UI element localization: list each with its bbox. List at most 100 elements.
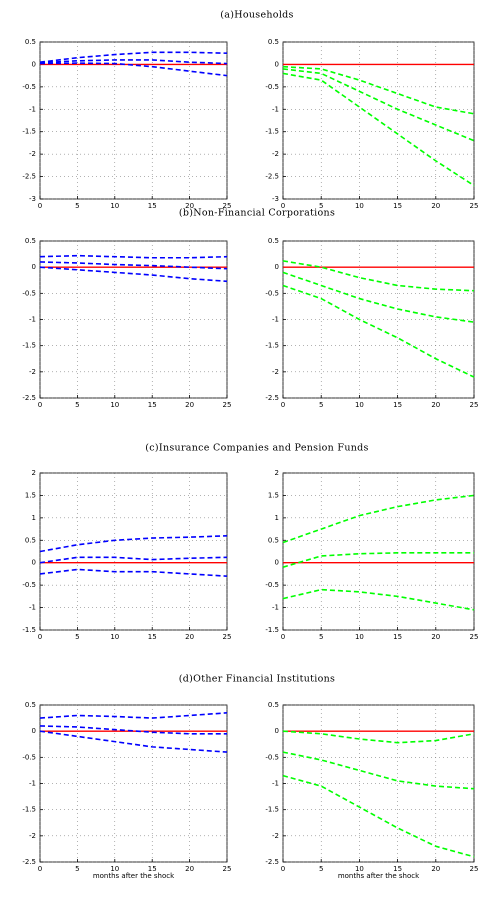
y-tick-label: -1 — [272, 105, 279, 113]
data-line — [39, 535, 228, 553]
x-axis-label: months after the shock — [338, 872, 420, 880]
x-tick-label: 25 — [470, 633, 479, 641]
x-tick-label: 0 — [38, 202, 42, 210]
y-tick-label: -3 — [29, 195, 36, 203]
y-tick-label: -0.5 — [265, 289, 279, 297]
x-tick-label: 5 — [75, 633, 79, 641]
x-tick-label: 25 — [223, 865, 232, 873]
y-tick-label: 0.5 — [25, 38, 36, 46]
x-tick-label: 15 — [148, 401, 157, 409]
x-tick-label: 0 — [38, 401, 42, 409]
x-tick-label: 10 — [355, 202, 364, 210]
x-tick-label: 15 — [393, 633, 402, 641]
y-tick-label: 2 — [275, 469, 279, 477]
x-tick-label: 15 — [393, 865, 402, 873]
x-tick-label: 20 — [185, 633, 194, 641]
x-tick-label: 15 — [393, 202, 402, 210]
y-tick-label: 0.5 — [268, 701, 279, 709]
y-tick-label: -2.5 — [22, 858, 36, 866]
x-tick-label: 25 — [223, 401, 232, 409]
y-tick-label: -2 — [272, 150, 279, 158]
y-tick-label: 0.5 — [25, 237, 36, 245]
y-tick-label: -1 — [29, 316, 36, 324]
y-tick-label: -2 — [29, 832, 36, 840]
data-line — [39, 712, 228, 719]
x-tick-label: 20 — [431, 401, 440, 409]
y-tick-label: 0 — [275, 559, 279, 567]
data-line — [39, 730, 228, 753]
y-tick-label: 1.5 — [268, 491, 279, 499]
data-line — [282, 260, 475, 292]
y-tick-label: -2.5 — [265, 858, 279, 866]
panel-title: (c)Insurance Companies and Pension Funds — [145, 443, 368, 454]
y-tick-label: -1 — [272, 604, 279, 612]
data-line — [39, 59, 228, 65]
y-tick-label: -1.5 — [265, 806, 279, 814]
y-tick-label: -2 — [29, 150, 36, 158]
y-tick-label: -1.5 — [265, 626, 279, 634]
data-line — [282, 271, 475, 323]
panel-title: (d)Other Financial Institutions — [179, 674, 335, 685]
y-tick-label: 0 — [32, 263, 36, 271]
y-tick-label: -0.5 — [22, 581, 36, 589]
panel-title: (b)Non-Financial Corporations — [179, 208, 335, 219]
data-line — [39, 261, 228, 270]
x-axis-label: months after the shock — [93, 872, 175, 880]
data-line — [282, 751, 475, 790]
y-tick-label: -2.5 — [265, 173, 279, 181]
x-tick-label: 10 — [355, 865, 364, 873]
x-tick-label: 15 — [148, 633, 157, 641]
x-tick-label: 10 — [110, 633, 119, 641]
y-tick-label: 0 — [32, 559, 36, 567]
data-line — [39, 51, 228, 63]
y-tick-label: -2.5 — [22, 173, 36, 181]
data-line — [282, 68, 475, 142]
data-line — [282, 774, 475, 858]
x-tick-label: 15 — [148, 865, 157, 873]
y-tick-label: 0 — [275, 60, 279, 68]
y-tick-label: -2 — [29, 368, 36, 376]
x-tick-label: 0 — [281, 633, 285, 641]
y-tick-label: 0.5 — [268, 237, 279, 245]
x-tick-label: 5 — [319, 865, 323, 873]
x-tick-label: 15 — [393, 401, 402, 409]
y-tick-label: -2.5 — [22, 394, 36, 402]
x-tick-label: 25 — [470, 865, 479, 873]
y-tick-label: -1.5 — [22, 342, 36, 350]
data-line — [282, 72, 475, 187]
y-tick-label: -1.5 — [22, 128, 36, 136]
x-tick-label: 5 — [75, 865, 79, 873]
axes-frame — [282, 472, 475, 631]
axes-frame — [39, 472, 228, 631]
x-tick-label: 5 — [319, 401, 323, 409]
x-tick-label: 25 — [223, 202, 232, 210]
x-tick-label: 0 — [281, 401, 285, 409]
y-tick-label: -3 — [272, 195, 279, 203]
y-tick-label: -1 — [29, 105, 36, 113]
y-tick-label: 0.5 — [25, 701, 36, 709]
data-line — [39, 725, 227, 735]
y-tick-label: 1 — [275, 514, 279, 522]
y-tick-label: -1.5 — [265, 128, 279, 136]
y-tick-label: -1.5 — [22, 806, 36, 814]
x-tick-label: 0 — [281, 865, 285, 873]
x-tick-label: 20 — [185, 202, 194, 210]
y-tick-label: 0.5 — [268, 536, 279, 544]
x-tick-label: 20 — [431, 865, 440, 873]
x-tick-label: 5 — [75, 401, 79, 409]
y-tick-label: -1 — [272, 780, 279, 788]
panel-title: (a)Households — [220, 10, 293, 21]
y-tick-label: 0.5 — [25, 536, 36, 544]
y-tick-label: -1.5 — [22, 626, 36, 634]
y-tick-label: -0.5 — [265, 753, 279, 761]
x-tick-label: 10 — [110, 202, 119, 210]
x-tick-label: 20 — [185, 865, 194, 873]
axes-frame — [282, 41, 475, 200]
y-tick-label: -2.5 — [265, 394, 279, 402]
x-tick-label: 10 — [355, 633, 364, 641]
x-tick-label: 20 — [185, 401, 194, 409]
y-tick-label: -2 — [272, 368, 279, 376]
x-tick-label: 10 — [110, 401, 119, 409]
